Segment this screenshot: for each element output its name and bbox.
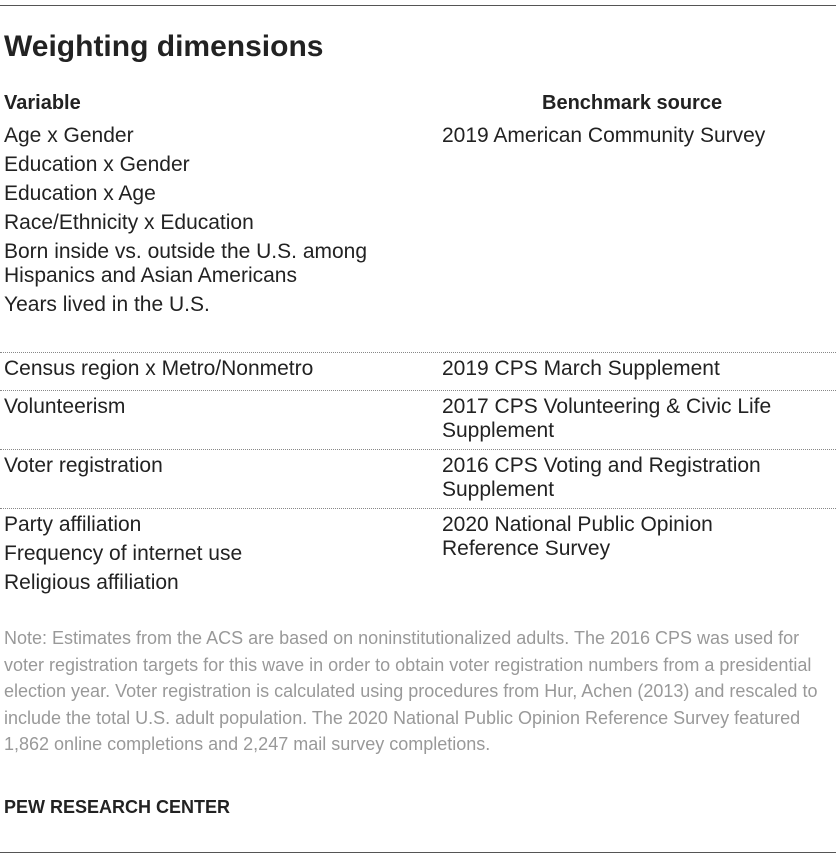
- variable-cell: Census region x Metro/Nonmetro: [0, 355, 442, 384]
- variable: Volunteerism: [4, 395, 126, 418]
- footer-source: PEW RESEARCH CENTER: [4, 797, 231, 817]
- table-row: Party affiliation Frequency of internet u…: [0, 509, 836, 604]
- variable: Education x Age: [4, 182, 156, 205]
- variable: Frequency of internet use: [4, 542, 243, 565]
- variable: Census region x Metro/Nonmetro: [4, 357, 314, 380]
- title: Weighting dimensions: [4, 30, 324, 63]
- variable: Race/Ethnicity x Education: [4, 211, 254, 234]
- benchmark-source: 2016 CPS Voting and Registration Supplem…: [442, 454, 761, 501]
- table-row: Census region x Metro/Nonmetro 2019 CPS M…: [0, 353, 836, 391]
- variable: Years lived in the U.S.: [4, 293, 210, 316]
- table-row: Voter registration 2016 CPS Voting and Re…: [0, 450, 836, 509]
- top-rule: [0, 5, 836, 6]
- benchmark-source: 2020 National Public Opinion Reference S…: [442, 513, 713, 560]
- column-header: Variable: [4, 92, 81, 114]
- benchmark-source: 2017 CPS Volunteering & Civic Life Suppl…: [442, 395, 772, 442]
- variable: Age x Gender: [4, 124, 134, 147]
- table-body: Age x Gender Education x Gender Education …: [0, 120, 836, 604]
- variable: Religious affiliation: [4, 571, 179, 594]
- variable-cell: Volunteerism: [0, 393, 442, 443]
- variable: Born inside vs. outside the U.S. among H…: [4, 240, 368, 287]
- variable-cell: Age x Gender Education x Gender Education …: [0, 122, 442, 346]
- note: Note: Estimates from the ACS are based o…: [4, 628, 818, 754]
- table-row: Age x Gender Education x Gender Education …: [0, 120, 836, 353]
- variable: Party affiliation: [4, 513, 142, 536]
- bottom-rule: [0, 852, 836, 853]
- table-row: Volunteerism 2017 CPS Volunteering & Civi…: [0, 391, 836, 450]
- variable-cell: Voter registration: [0, 452, 442, 502]
- column-header: Benchmark source: [542, 92, 723, 114]
- variable: Voter registration: [4, 454, 163, 477]
- variable-cell: Party affiliation Frequency of internet u…: [0, 511, 442, 598]
- variable: Education x Gender: [4, 153, 190, 176]
- benchmark-source: 2019 American Community Survey: [442, 124, 766, 147]
- benchmark-source: 2019 CPS March Supplement: [442, 357, 720, 380]
